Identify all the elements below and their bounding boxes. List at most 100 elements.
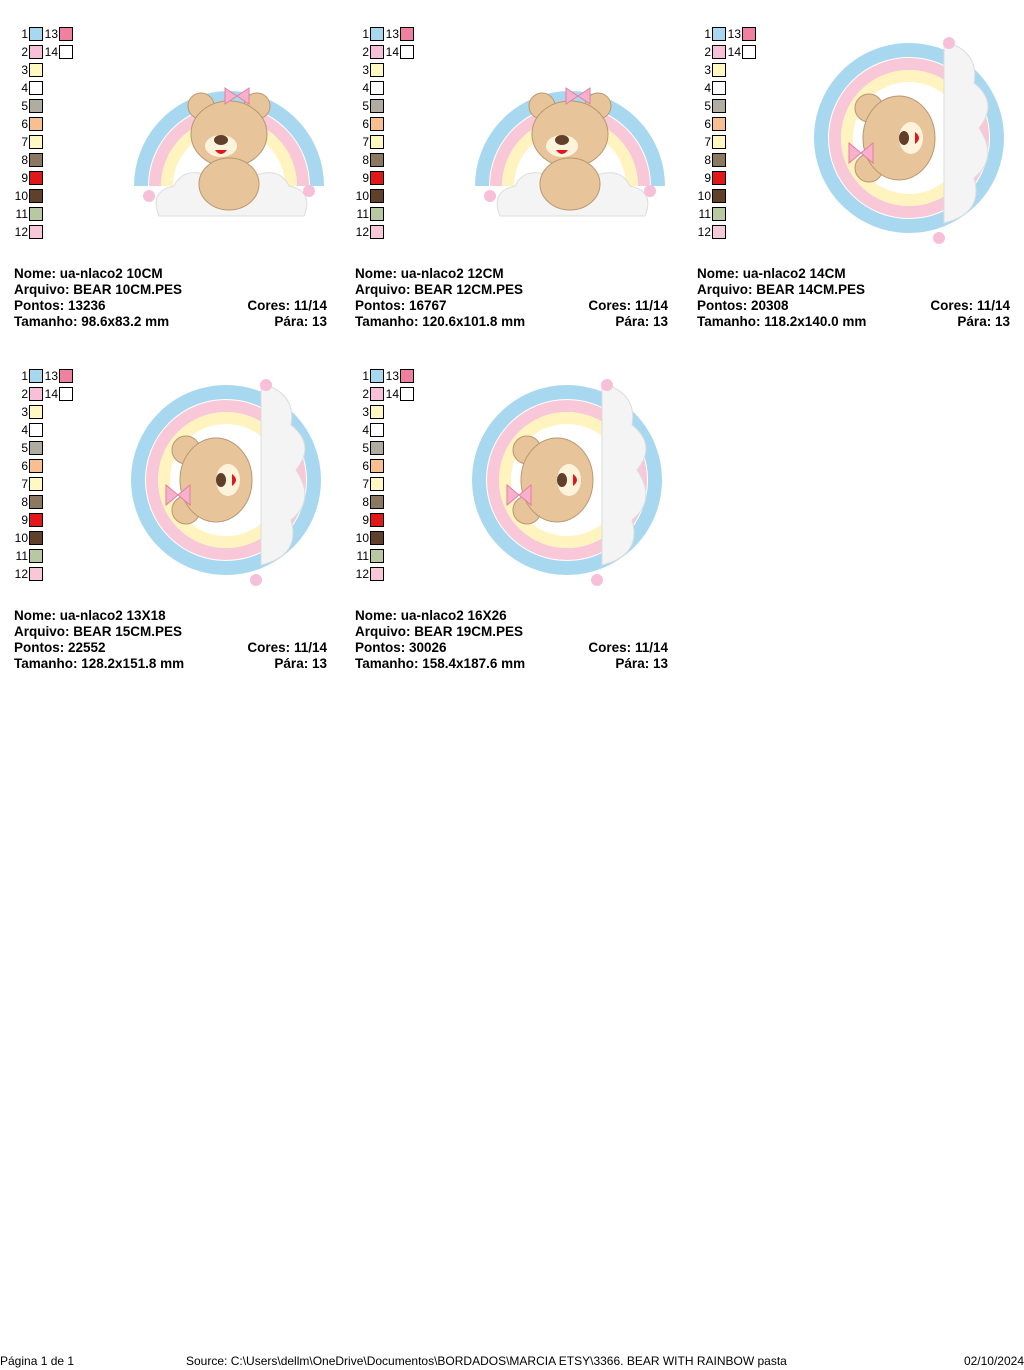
color-swatch-row: 1	[14, 369, 44, 383]
embroidery-preview	[802, 26, 1017, 251]
color-swatch-row: 10	[14, 531, 44, 545]
color-number: 6	[21, 117, 28, 131]
color-swatch-row: 4	[14, 423, 44, 437]
colors-label: Cores:	[930, 298, 974, 313]
stitch-count: 16767	[409, 298, 447, 313]
color-swatch	[712, 99, 726, 113]
color-swatch-row: 4	[355, 423, 385, 437]
color-swatch-row: 1	[14, 27, 44, 41]
color-number: 8	[704, 153, 711, 167]
stop-count: 13	[652, 656, 668, 671]
design-info: Nome: ua-nlaco2 13X18 Arquivo: BEAR 15CM…	[14, 608, 327, 672]
color-number: 12	[355, 567, 369, 581]
color-swatch-row: 11	[355, 207, 385, 221]
color-number: 10	[14, 189, 28, 203]
color-swatch-row: 13	[385, 369, 415, 383]
size-label: Tamanho:	[355, 656, 419, 671]
color-number: 6	[362, 459, 369, 473]
color-swatch-row: 3	[14, 405, 44, 419]
color-swatch	[59, 387, 73, 401]
file-name: BEAR 19CM.PES	[414, 624, 524, 639]
stops-label: Pára:	[274, 314, 309, 329]
file-name: BEAR 15CM.PES	[73, 624, 183, 639]
color-swatch	[370, 387, 384, 401]
color-number: 13	[44, 369, 58, 383]
color-swatch	[29, 99, 43, 113]
color-number: 11	[356, 549, 369, 563]
color-swatch-row: 5	[355, 99, 385, 113]
color-count: 11/14	[293, 298, 327, 313]
color-count: 11/14	[293, 640, 327, 655]
color-number: 14	[44, 387, 58, 401]
color-swatch-row: 9	[355, 171, 385, 185]
color-number: 11	[356, 207, 369, 221]
color-swatch-row: 9	[697, 171, 727, 185]
color-swatch	[712, 153, 726, 167]
color-swatch-row: 4	[14, 81, 44, 95]
color-swatch-row: 6	[355, 459, 385, 473]
stitches-label: Pontos:	[14, 298, 65, 313]
color-swatch	[400, 45, 414, 59]
color-number: 13	[385, 369, 399, 383]
color-number: 7	[362, 135, 369, 149]
stops-label: Pára:	[615, 314, 650, 329]
name-label: Nome:	[14, 266, 57, 281]
color-swatch-row: 11	[14, 549, 44, 563]
color-swatch	[370, 549, 384, 563]
stops-label: Pára:	[615, 656, 650, 671]
color-swatch	[370, 369, 384, 383]
color-swatch	[370, 27, 384, 41]
color-swatch	[742, 27, 756, 41]
colors-label: Cores:	[588, 298, 632, 313]
color-swatch	[29, 369, 43, 383]
size-label: Tamanho:	[14, 656, 78, 671]
color-swatch	[370, 513, 384, 527]
color-swatch	[29, 405, 43, 419]
color-number: 10	[355, 531, 369, 545]
color-swatch	[29, 135, 43, 149]
color-swatch	[370, 405, 384, 419]
embroidery-preview	[460, 26, 675, 251]
color-number: 9	[362, 513, 369, 527]
color-swatch	[370, 531, 384, 545]
color-swatch	[29, 531, 43, 545]
color-swatch-row: 11	[697, 207, 727, 221]
color-swatch	[59, 27, 73, 41]
color-swatch	[400, 387, 414, 401]
embroidery-preview	[119, 368, 334, 593]
design-info: Nome: ua-nlaco2 12CM Arquivo: BEAR 12CM.…	[355, 266, 668, 330]
color-number: 13	[727, 27, 741, 41]
color-swatch	[742, 45, 756, 59]
stop-count: 13	[311, 656, 327, 671]
size-label: Tamanho:	[697, 314, 761, 329]
color-swatch-row: 9	[14, 171, 44, 185]
design-info: Nome: ua-nlaco2 16X26 Arquivo: BEAR 19CM…	[355, 608, 668, 672]
color-number: 6	[21, 459, 28, 473]
color-swatch	[370, 207, 384, 221]
color-swatch-row: 12	[355, 225, 385, 239]
color-number: 11	[15, 549, 28, 563]
color-swatch-row: 10	[14, 189, 44, 203]
color-swatch-row: 12	[14, 567, 44, 581]
colors-label: Cores:	[588, 640, 632, 655]
color-number: 3	[21, 63, 28, 77]
color-number: 11	[698, 207, 711, 221]
name-label: Nome:	[355, 608, 398, 623]
stops-label: Pára:	[274, 656, 309, 671]
file-label: Arquivo:	[355, 282, 411, 297]
color-swatch-row: 1	[355, 369, 385, 383]
color-count: 11/14	[634, 298, 668, 313]
color-swatch-row: 1	[355, 27, 385, 41]
color-swatch	[29, 81, 43, 95]
file-label: Arquivo:	[14, 282, 70, 297]
color-number: 14	[385, 45, 399, 59]
color-swatch-row: 8	[14, 495, 44, 509]
color-swatch-row: 13	[385, 27, 415, 41]
color-number: 13	[385, 27, 399, 41]
color-count: 11/14	[634, 640, 668, 655]
color-swatch-row: 12	[14, 225, 44, 239]
stops-label: Pára:	[957, 314, 992, 329]
size-label: Tamanho:	[14, 314, 78, 329]
stop-count: 13	[311, 314, 327, 329]
